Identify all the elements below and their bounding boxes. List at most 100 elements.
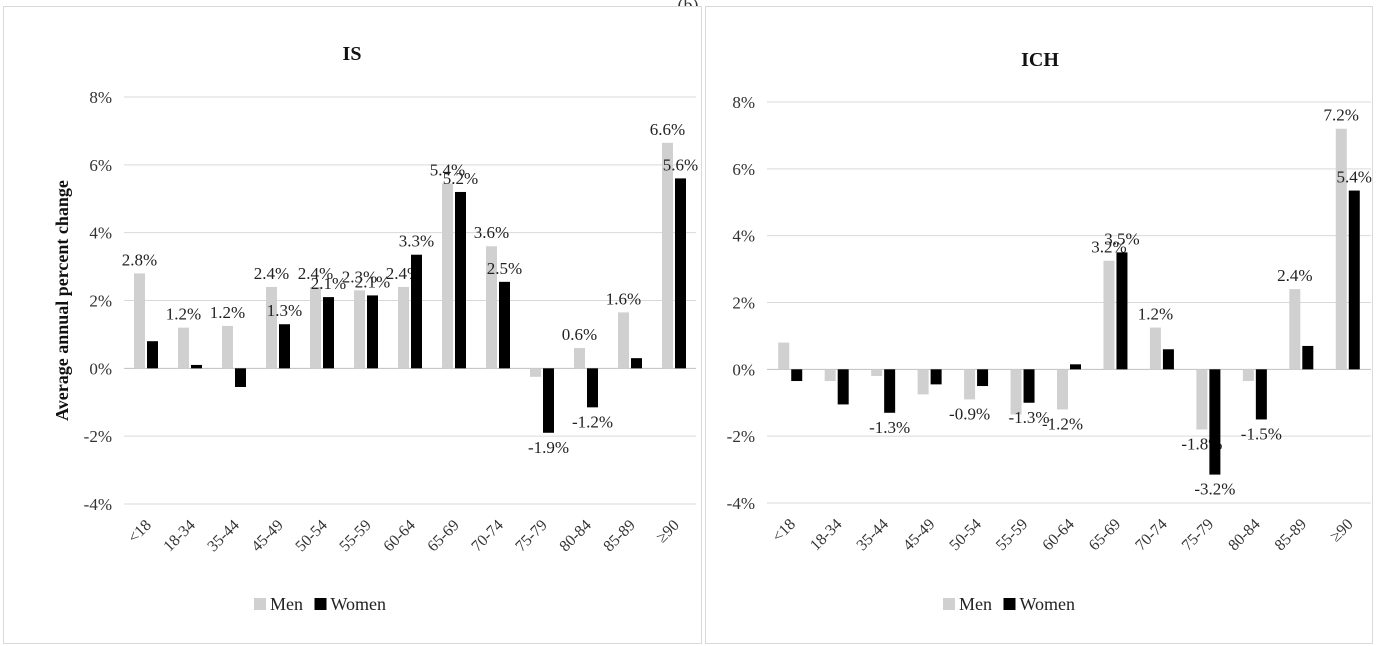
bar-women-2	[235, 368, 246, 387]
bar-women-3	[279, 324, 290, 369]
bar-women-1	[191, 364, 202, 369]
data-label: -3.2%	[1194, 480, 1235, 499]
x-tick-label: 55-59	[336, 517, 374, 555]
chart-title: IS	[343, 43, 362, 65]
x-tick-label: 60-64	[1039, 516, 1077, 554]
legend-swatch-women	[314, 598, 327, 610]
y-tick-label: -4%	[84, 495, 112, 514]
data-label: 5.2%	[443, 169, 478, 188]
y-tick-label: 6%	[732, 160, 755, 179]
x-tick-label: 80-84	[556, 517, 594, 555]
data-label: -1.3%	[1008, 408, 1049, 427]
data-label: 2.1%	[311, 274, 346, 293]
data-label: 1.2%	[1138, 305, 1173, 324]
bar-men-0	[134, 273, 145, 369]
bar-men-11	[1289, 289, 1301, 370]
legend-label-men: Men	[270, 594, 303, 614]
y-tick-label: 0%	[732, 360, 755, 379]
data-label: 2.8%	[122, 250, 157, 269]
bar-women-0	[791, 369, 803, 382]
bar-men-9	[530, 368, 541, 377]
legend-label-women: Women	[331, 594, 387, 614]
data-label: -1.2%	[572, 412, 613, 431]
y-tick-label: 8%	[89, 88, 112, 107]
bar-men-3	[266, 286, 277, 369]
bar-women-9	[543, 368, 554, 433]
data-label: 5.4%	[1337, 168, 1372, 187]
bar-men-12	[1335, 128, 1347, 370]
bar-men-0	[778, 342, 790, 370]
x-tick-label: 75-79	[1179, 516, 1217, 554]
data-label: 1.3%	[267, 301, 302, 320]
chart-is: IS -4% -2% 0% 2% 4% 6% 8% Average annual percent…	[52, 43, 698, 614]
bar-men-10	[574, 347, 585, 369]
y-tick-label: -2%	[727, 427, 755, 446]
bar-men-11	[618, 312, 629, 369]
bar-women-4	[323, 297, 334, 369]
data-label: 3.5%	[1104, 229, 1139, 248]
data-label: 2.4%	[298, 264, 333, 283]
data-label: 2.1%	[355, 272, 390, 291]
bar-men-1	[824, 369, 836, 382]
y-tick-label: -4%	[727, 494, 755, 513]
bar-women-11	[631, 358, 642, 369]
x-tick-label: 45-49	[900, 516, 938, 554]
bar-women-3	[930, 369, 942, 385]
bar-women-12	[1348, 190, 1360, 370]
bar-men-5	[1010, 369, 1022, 415]
data-label: -1.9%	[528, 438, 569, 457]
x-tick-label: 50-54	[292, 517, 330, 555]
bar-women-1	[837, 369, 849, 405]
bar-men-6	[1057, 369, 1068, 410]
bar-women-6	[411, 254, 422, 369]
x-tick-label: 18-34	[807, 516, 845, 554]
bar-women-10	[587, 368, 598, 408]
data-label: 6.6%	[650, 120, 685, 139]
bar-men-8	[1149, 327, 1161, 370]
data-label: 2.4%	[254, 264, 289, 283]
data-label: 3.6%	[474, 223, 509, 242]
x-tick-label: 55-59	[993, 516, 1031, 554]
data-label: 7.2%	[1324, 106, 1359, 125]
chart-title: ICH	[1021, 49, 1059, 71]
y-tick-label: 4%	[89, 224, 112, 243]
data-label: 0.6%	[562, 325, 597, 344]
data-label: 1.2%	[166, 305, 201, 324]
x-tick-label: 45-49	[248, 517, 286, 555]
bar-men-4	[964, 369, 976, 400]
bar-men-2	[871, 369, 883, 377]
bar-men-7	[442, 183, 453, 369]
bar-women-9	[1209, 369, 1221, 475]
y-tick-label: 2%	[89, 292, 112, 311]
bar-men-8	[486, 246, 497, 369]
x-tick-label: 70-74	[468, 517, 506, 555]
x-tick-label: <18	[769, 516, 799, 546]
data-label: -1.2%	[1042, 414, 1083, 433]
y-axis-label: Average annual percent change	[52, 180, 72, 421]
x-tick-label: 85-89	[600, 517, 638, 555]
bar-women-6	[1070, 364, 1081, 370]
bar-men-3	[917, 369, 929, 395]
chart-ich: ICH -4% -2% 0% 2% 4% 6% 8% <18 18-34 -1.3% 35-44 45-…	[727, 49, 1372, 614]
y-tick-label: 6%	[89, 156, 112, 175]
x-tick-label: ≥90	[653, 517, 683, 547]
bar-women-10	[1255, 369, 1267, 420]
data-label: 2.5%	[487, 259, 522, 278]
bar-women-7	[1116, 252, 1128, 370]
chart-panel-is	[3, 6, 702, 644]
data-label: -1.3%	[869, 418, 910, 437]
bar-men-12	[662, 142, 673, 369]
x-tick-label: 80-84	[1225, 516, 1263, 554]
y-tick-label: -2%	[84, 427, 112, 446]
bar-men-1	[178, 327, 189, 369]
bar-men-9	[1196, 369, 1208, 430]
data-label: 1.2%	[210, 303, 245, 322]
legend-swatch-women	[1003, 598, 1016, 610]
bar-women-5	[1023, 369, 1035, 403]
data-label: 5.4%	[430, 160, 465, 179]
data-label: 1.6%	[606, 289, 641, 308]
legend-swatch-men	[254, 598, 266, 610]
bar-men-5	[354, 290, 365, 369]
